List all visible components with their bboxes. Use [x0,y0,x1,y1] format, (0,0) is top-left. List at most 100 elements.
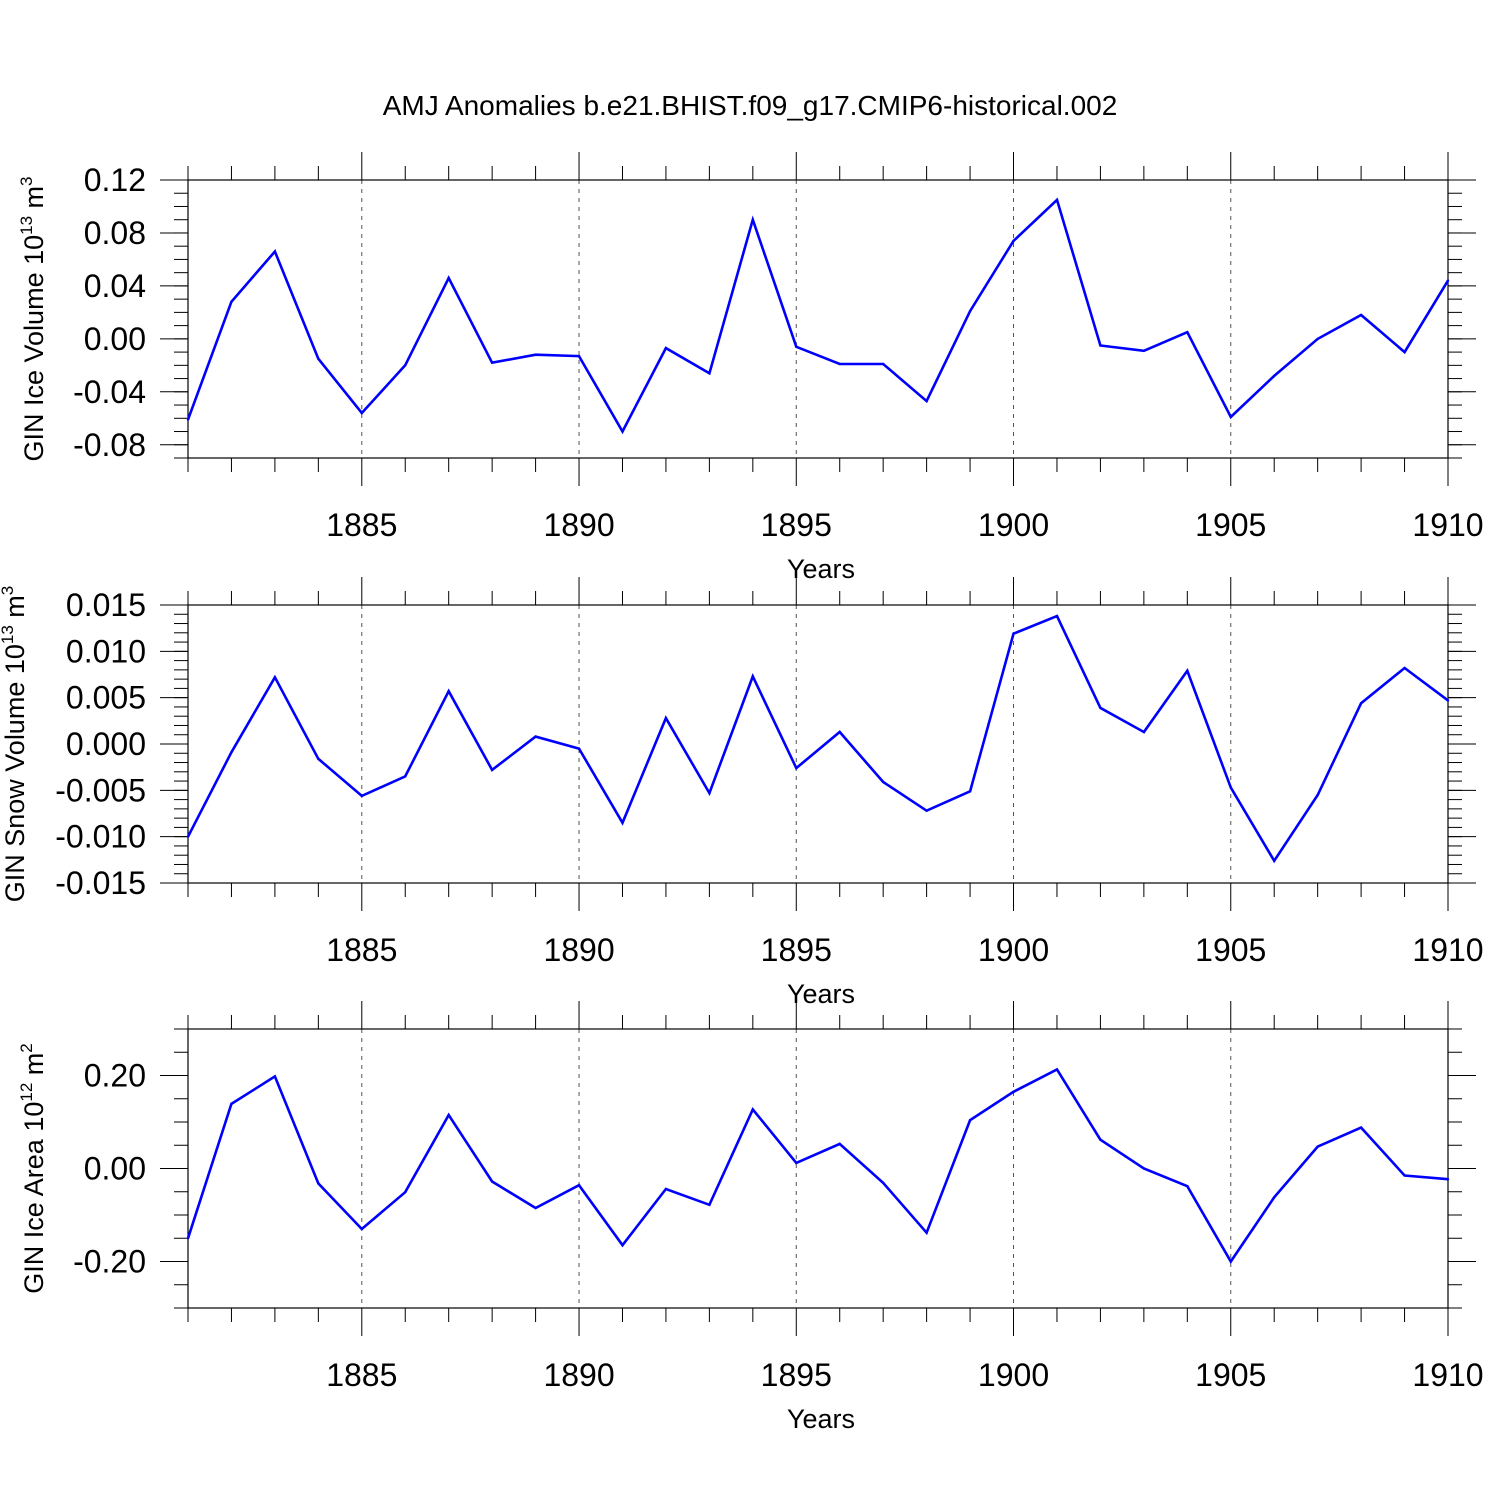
x-tick-label: 1890 [543,1357,614,1393]
data-point [1316,337,1319,341]
data-point [664,346,668,350]
panel-1: 1885 1890 1895 1900 1905 1910 Years -0.08 -0.04 0… [17,152,1484,584]
y-tick-label: 0.000 [66,726,146,762]
series-line [186,1067,1449,1264]
data-point [1446,1177,1450,1181]
data-point [447,1113,450,1117]
x-tick-label: 1890 [543,507,614,543]
y-axis-label-exponent: 13 [17,216,36,235]
y-axis-label-exponent: 13 [0,625,17,644]
data-point [577,747,581,750]
x-tick-label: 1885 [326,507,397,543]
y-tick-label: 0.00 [84,321,146,357]
x-axis-label: Years [787,979,855,1009]
data-point [1099,1138,1102,1141]
data-point [708,372,711,375]
data-point [795,345,798,348]
data-point [1273,1196,1276,1199]
y-axis-label-unit-exponent: 3 [0,586,17,595]
data-point [230,1102,233,1106]
x-tick-label: 1890 [543,932,614,968]
series-line [186,614,1449,864]
data-point [708,1203,711,1206]
data-point [1403,350,1406,354]
x-tick-label: 1895 [761,932,832,968]
data-point [490,768,494,772]
series-line [186,197,1450,435]
x-tick-label: 1900 [978,1357,1049,1393]
data-point [1229,1260,1232,1263]
panels: 1885 1890 1895 1900 1905 1910 Years -0.08 -0.04 0… [0,152,1484,1434]
x-tick-label: 1900 [978,932,1049,968]
data-point [1012,239,1015,243]
y-tick-label: -0.08 [73,427,146,463]
y-axis-label-unit: m [19,186,49,216]
data-point [751,1108,755,1111]
y-axis-label: GIN Ice Volume 1013 m3 [17,176,49,461]
panel-3: 1885 1890 1895 1900 1905 1910 Years -0.20 0.00 0.… [17,1001,1484,1434]
data-point [925,809,928,812]
data-point [1403,1174,1406,1177]
data-point [1316,793,1319,797]
data-point [1099,706,1102,710]
data-point [404,364,407,367]
data-point [490,1180,494,1183]
data-point [925,399,928,403]
data-point [1055,198,1059,202]
data-point [1229,415,1232,419]
y-tick-label: 0.010 [66,633,146,669]
data-point [621,1244,624,1247]
data-point [317,757,320,761]
data-point [1186,331,1189,334]
data-point [317,1182,320,1185]
data-point [925,1231,928,1234]
data-point [360,411,363,415]
y-axis-label-exponent: 12 [17,1083,36,1102]
data-point [795,1161,798,1165]
y-axis-label-text: GIN Ice Volume 10 [19,235,49,462]
data-point [447,276,450,280]
data-point [317,357,320,360]
panel-2: 1885 1890 1895 1900 1905 1910 Years -0.015 -0.01… [0,577,1484,1009]
y-tick-label: 0.015 [66,587,146,623]
y-tick-label: 0.04 [84,268,146,304]
data-point [751,675,755,678]
y-tick-label: -0.015 [55,865,146,901]
data-point [838,362,841,366]
y-tick-label: 0.005 [66,680,146,716]
x-axis-label: Years [787,554,855,584]
data-point [795,766,798,770]
data-point [881,1181,885,1185]
x-tick-label: 1905 [1195,1357,1266,1393]
x-tick-label: 1905 [1195,932,1266,968]
data-point [1403,666,1406,670]
x-tick-label: 1885 [326,1357,397,1393]
data-point [1359,313,1363,317]
x-axis-label: Years [787,1404,855,1434]
x-tick-label: 1895 [761,507,832,543]
y-axis-label: GIN Ice Area 1012 m2 [17,1043,49,1294]
data-point [273,250,277,253]
y-axis-label-text: GIN Ice Area 10 [19,1102,49,1294]
x-tick-label: 1910 [1412,1357,1483,1393]
data-point [1359,1126,1363,1129]
data-point [968,309,972,313]
figure-title: AMJ Anomalies b.e21.BHIST.f09_g17.CMIP6-… [383,90,1118,121]
data-point [708,791,711,795]
data-point [1142,730,1146,734]
data-point [273,1075,277,1078]
y-axis-label-unit-exponent: 2 [17,1043,36,1052]
data-point [1446,699,1450,702]
plot-frame [187,179,1449,459]
data-point [664,716,668,720]
data-point [186,418,190,421]
data-point [1273,859,1276,862]
y-axis-label-unit: m [0,595,30,625]
data-point [1446,279,1450,282]
data-point [1055,1068,1059,1071]
y-tick-label: -0.20 [73,1244,146,1280]
data-point [881,780,885,784]
data-point [838,730,841,734]
data-point [621,821,624,824]
